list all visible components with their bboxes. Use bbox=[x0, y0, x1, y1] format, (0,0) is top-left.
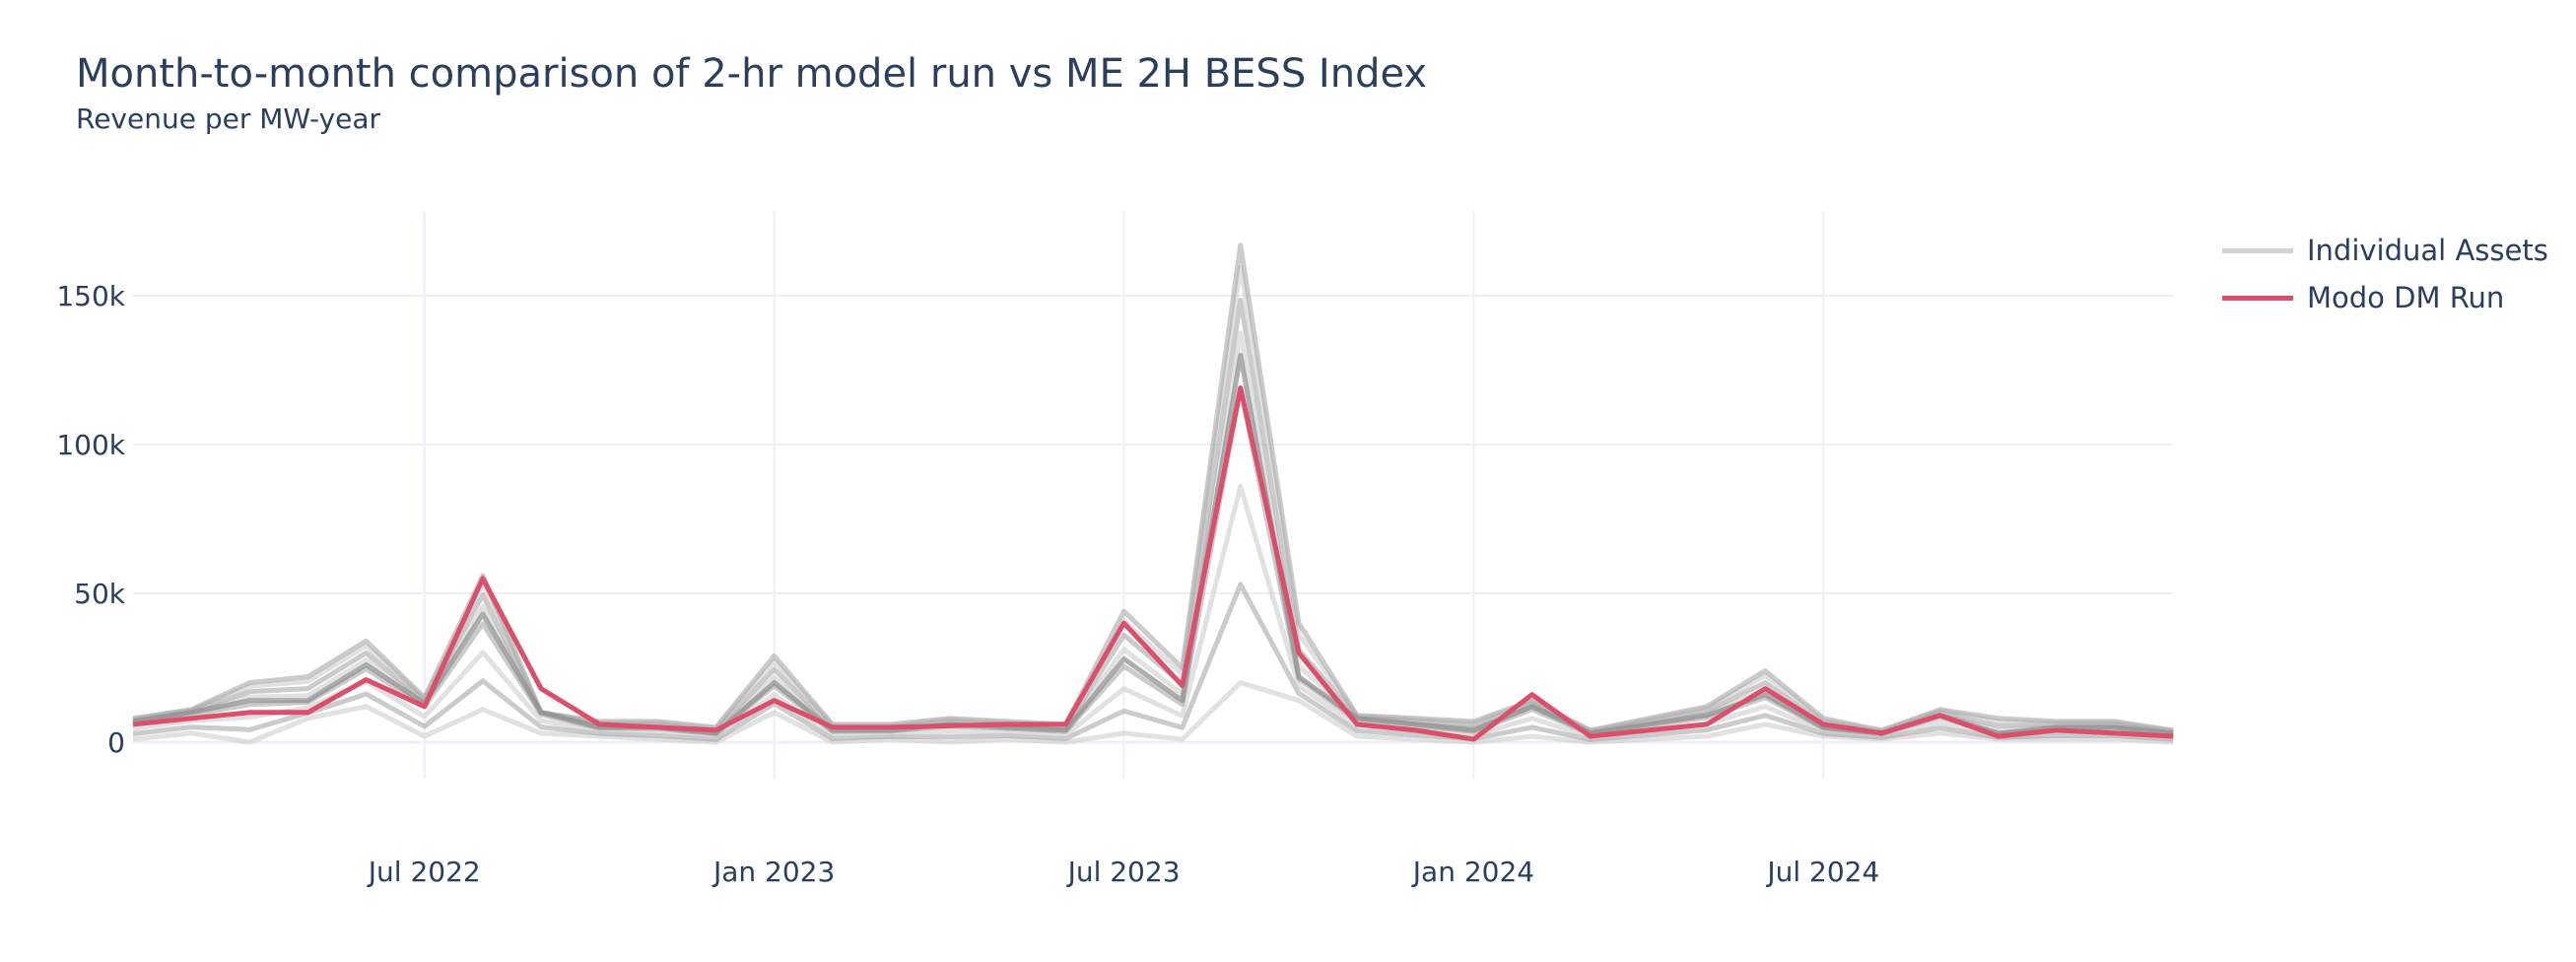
x-axis-ticks: Jul 2022 Jan 2023 Jul 2023 Jan 2024 Jul 2024 bbox=[367, 856, 1880, 888]
x-tick-label: Jul 2022 bbox=[367, 856, 481, 888]
asset-line bbox=[132, 680, 2174, 745]
y-axis-ticks: 0 50k 100k 150k bbox=[56, 280, 125, 759]
legend: Individual Assets Modo DM Run bbox=[2222, 227, 2548, 321]
y-tick-label: 50k bbox=[74, 578, 126, 610]
y-tick-label: 150k bbox=[56, 280, 125, 312]
asset-line bbox=[132, 582, 2174, 742]
legend-item-modo-dm-run[interactable]: Modo DM Run bbox=[2222, 274, 2548, 321]
chart-subtitle: Revenue per MW-year bbox=[76, 103, 381, 135]
x-tick-label: Jul 2023 bbox=[1066, 856, 1181, 888]
x-tick-label: Jul 2024 bbox=[1765, 856, 1879, 888]
legend-line-icon bbox=[2222, 247, 2293, 253]
chart-series bbox=[132, 242, 2174, 745]
legend-item-individual-assets[interactable]: Individual Assets bbox=[2222, 227, 2548, 274]
x-tick-label: Jan 2024 bbox=[1411, 856, 1534, 888]
modo-dm-run-line[interactable] bbox=[132, 385, 2174, 742]
y-tick-label: 100k bbox=[56, 429, 125, 461]
gridlines bbox=[133, 212, 2173, 779]
y-tick-label: 0 bbox=[107, 726, 125, 759]
legend-label: Modo DM Run bbox=[2307, 281, 2505, 314]
legend-line-icon bbox=[2222, 295, 2293, 301]
asset-line bbox=[132, 483, 2174, 740]
legend-label: Individual Assets bbox=[2307, 234, 2548, 267]
chart-title: Month-to-month comparison of 2-hr model … bbox=[76, 51, 1428, 97]
x-tick-label: Jan 2023 bbox=[712, 856, 835, 888]
